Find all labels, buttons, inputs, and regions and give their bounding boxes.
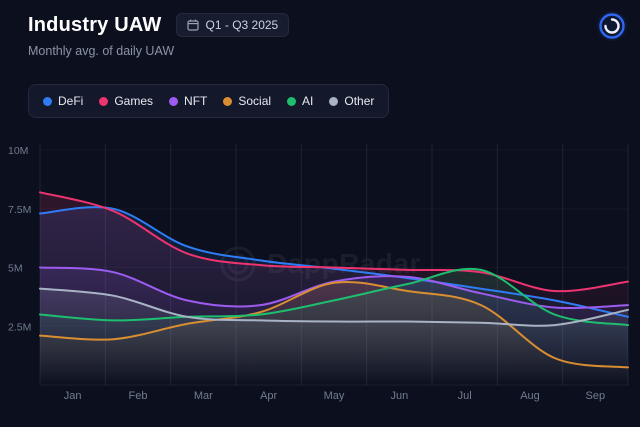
svg-text:May: May <box>324 390 345 402</box>
legend-label: NFT <box>184 94 208 108</box>
series-line-ai <box>39 267 629 327</box>
dappradar-logo-icon <box>597 11 627 41</box>
y-axis-labels: 10M 7.5M 5M 2.5M <box>8 145 31 333</box>
legend-dot <box>287 96 297 106</box>
legend-dot <box>99 96 109 106</box>
calendar-icon <box>186 19 199 31</box>
legend-label: DeFi <box>58 94 84 108</box>
svg-text:10M: 10M <box>8 145 28 157</box>
legend-dot <box>223 96 233 106</box>
svg-text:Sep: Sep <box>586 390 606 402</box>
legend-item-ai[interactable]: AI <box>287 94 313 108</box>
page-title: Industry UAW <box>28 13 162 36</box>
svg-text:5M: 5M <box>8 263 23 275</box>
svg-text:Aug: Aug <box>520 390 540 402</box>
legend-label: Other <box>344 94 375 108</box>
chart-svg: 10M 7.5M 5M 2.5M Jan Feb Mar Apr May Jun Jul Aug Sep <box>8 144 629 402</box>
x-axis-labels: Jan Feb Mar Apr May Jun Jul Aug Sep <box>64 390 605 402</box>
legend-item-defi[interactable]: DeFi <box>43 94 83 108</box>
svg-text:7.5M: 7.5M <box>8 204 31 216</box>
legend-item-social[interactable]: Social <box>223 94 271 108</box>
chart-legend: DeFi Games NFT Social AI Other <box>28 84 390 118</box>
legend-label: Social <box>238 94 272 108</box>
series-line-nft <box>39 266 629 310</box>
legend-label: AI <box>302 94 314 108</box>
chart-area: DappRadar 10M 7.5M 5M 2.5M Jan Feb Mar Apr May Ju… <box>0 136 640 421</box>
svg-text:2.5M: 2.5M <box>8 321 31 333</box>
svg-text:Apr: Apr <box>260 390 277 402</box>
series-line-other <box>39 287 629 327</box>
legend-dot <box>329 96 339 106</box>
legend-label: Games <box>114 94 154 108</box>
period-label: Q1 - Q3 2025 <box>205 18 279 32</box>
chart-subtitle: Monthly avg. of daily UAW <box>28 44 175 58</box>
series-line-defi <box>39 206 629 318</box>
legend-item-games[interactable]: Games <box>99 94 153 108</box>
svg-text:Jun: Jun <box>390 390 408 402</box>
svg-text:Jul: Jul <box>458 390 472 402</box>
series-line-social <box>39 280 629 369</box>
legend-item-nft[interactable]: NFT <box>169 94 207 108</box>
legend-item-other[interactable]: Other <box>329 94 374 108</box>
legend-dot <box>169 96 179 106</box>
period-badge[interactable]: Q1 - Q3 2025 <box>175 13 290 37</box>
svg-text:Jan: Jan <box>64 390 82 402</box>
series-fill-other <box>40 288 628 385</box>
svg-text:Mar: Mar <box>194 390 213 402</box>
legend-dot <box>43 96 52 106</box>
svg-text:Feb: Feb <box>129 390 148 402</box>
header: Industry UAW Q1 - Q3 2025 <box>28 13 290 37</box>
dappradar-logo[interactable] <box>596 10 628 42</box>
series-line-games <box>39 191 629 293</box>
